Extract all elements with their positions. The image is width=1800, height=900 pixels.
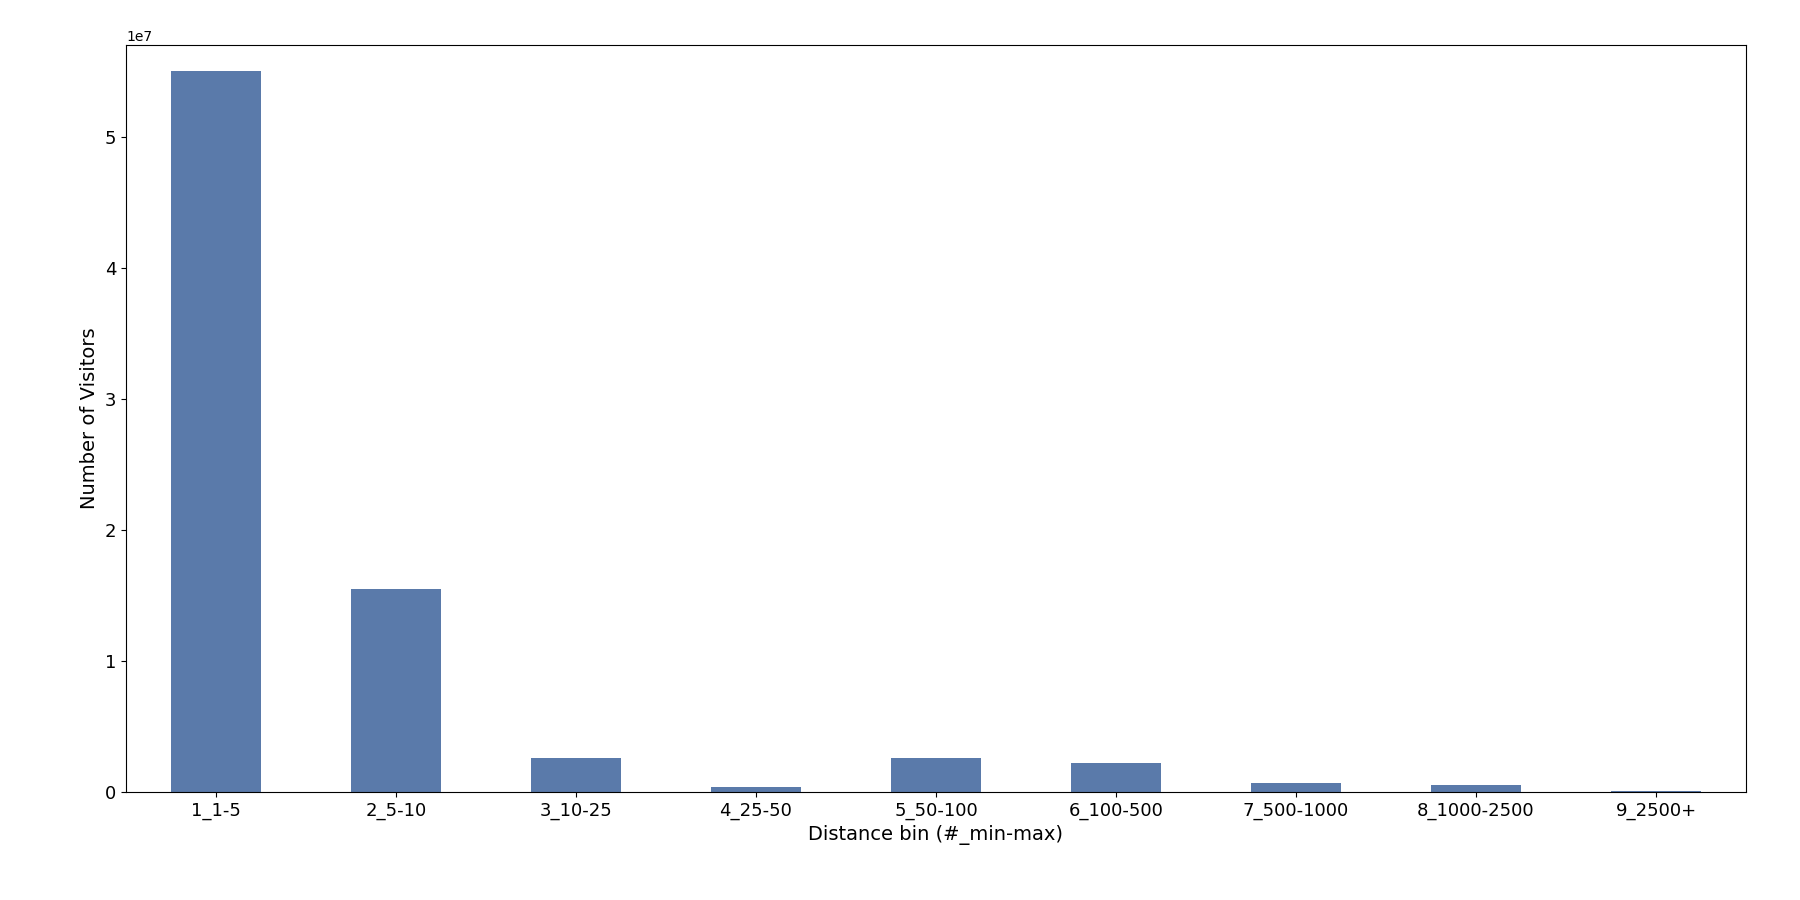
Bar — [1071, 763, 1161, 792]
Bar — [1251, 783, 1341, 792]
Bar — [171, 71, 261, 792]
X-axis label: Distance bin (#_min-max): Distance bin (#_min-max) — [808, 825, 1064, 845]
Bar — [711, 787, 801, 792]
Y-axis label: Number of Visitors: Number of Visitors — [81, 328, 99, 509]
Bar — [351, 589, 441, 792]
Bar — [891, 758, 981, 792]
Bar — [1431, 786, 1521, 792]
Bar — [531, 758, 621, 792]
